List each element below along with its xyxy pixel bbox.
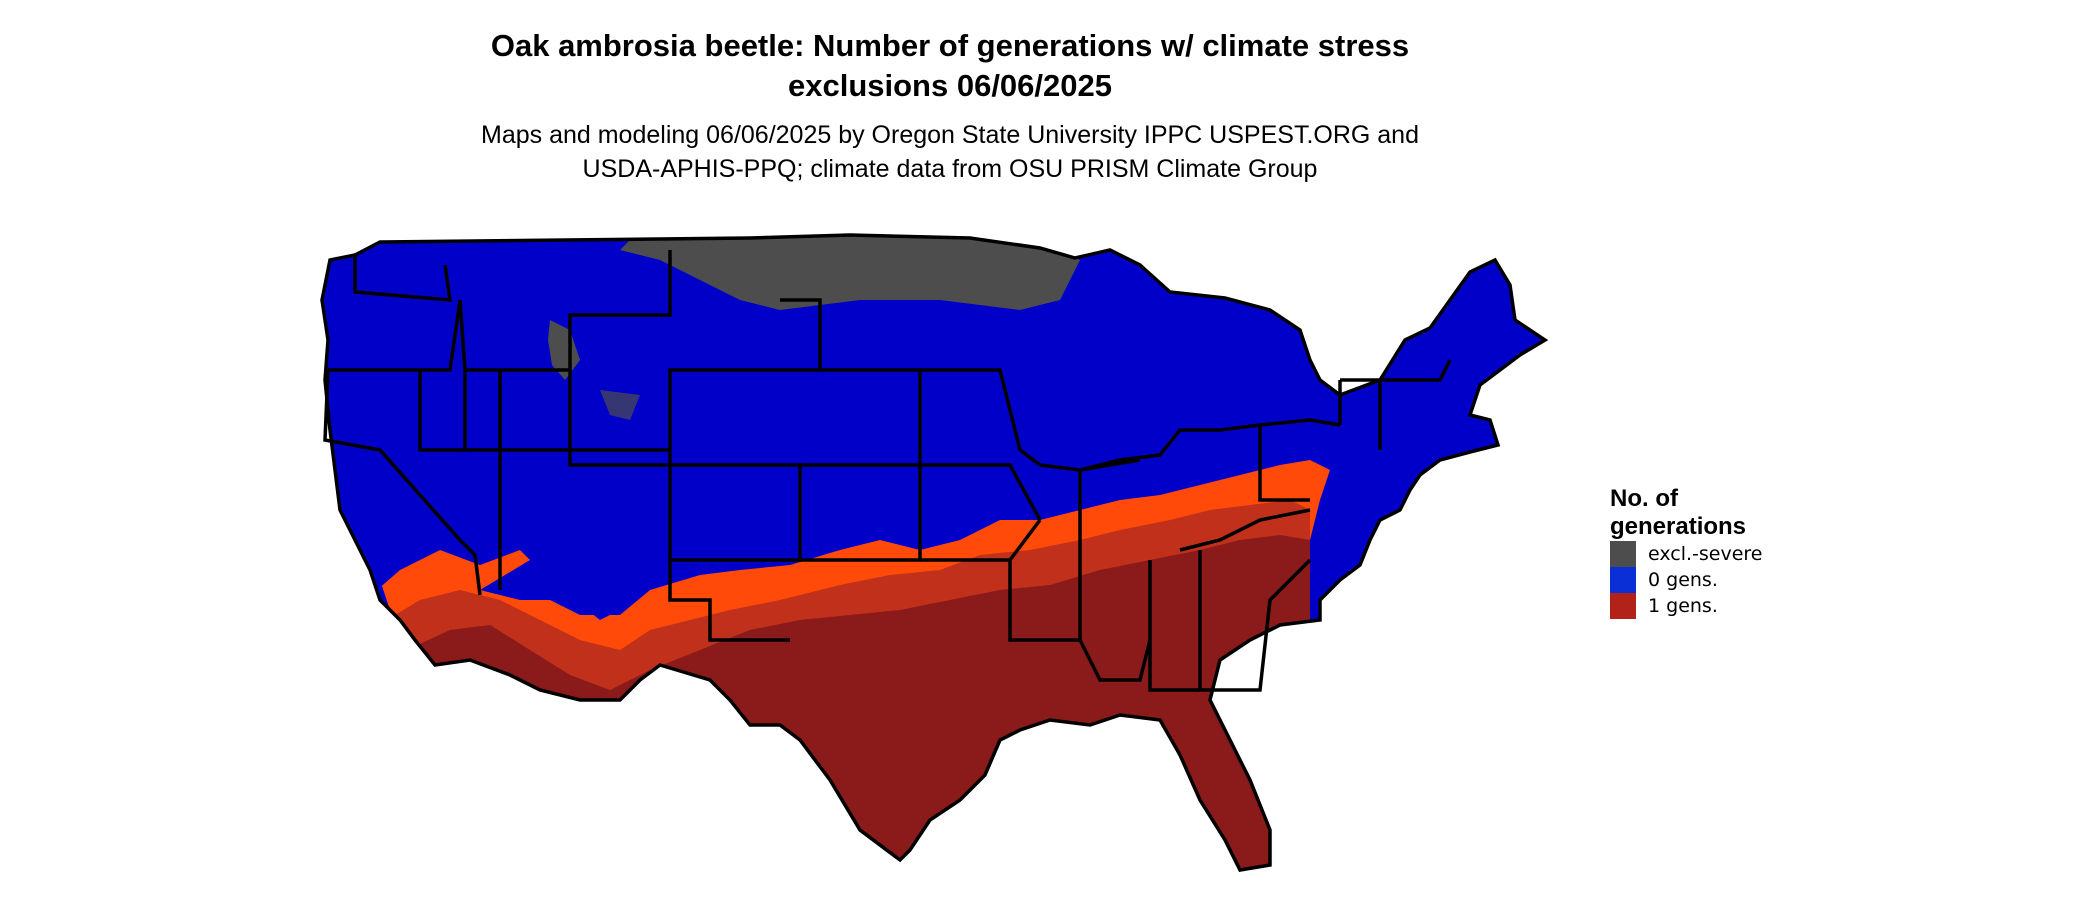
legend-item-excluded: excl.-severe <box>1610 541 1810 567</box>
map-title: Oak ambrosia beetle: Number of generatio… <box>490 28 1410 103</box>
excluded-region-colorado <box>600 390 640 420</box>
legend-swatch-excluded <box>1610 541 1636 567</box>
legend-item-zero-gens: 0 gens. <box>1610 567 1810 593</box>
state-borders <box>320 233 1547 872</box>
legend-label-one-gen: 1 gens. <box>1648 595 1718 617</box>
legend: No. of generations excl.-severe 0 gens. … <box>1610 485 1810 619</box>
legend-swatch-one-gen <box>1610 593 1636 619</box>
title-block: Oak ambrosia beetle: Number of generatio… <box>0 26 1900 186</box>
excluded-region-north <box>620 235 1080 310</box>
new-mexico-zero-gens <box>480 550 650 615</box>
excluded-region-wyoming <box>548 320 580 380</box>
legend-label-excluded: excl.-severe <box>1648 543 1763 565</box>
legend-item-one-gen: 1 gens. <box>1610 593 1810 619</box>
legend-label-zero-gens: 0 gens. <box>1648 569 1718 591</box>
legend-title: No. of generations <box>1610 485 1747 540</box>
us-map <box>320 233 1547 872</box>
legend-swatch-zero-gens <box>1610 567 1636 593</box>
map-subtitle: Maps and modeling 06/06/2025 by Oregon S… <box>481 121 1419 183</box>
